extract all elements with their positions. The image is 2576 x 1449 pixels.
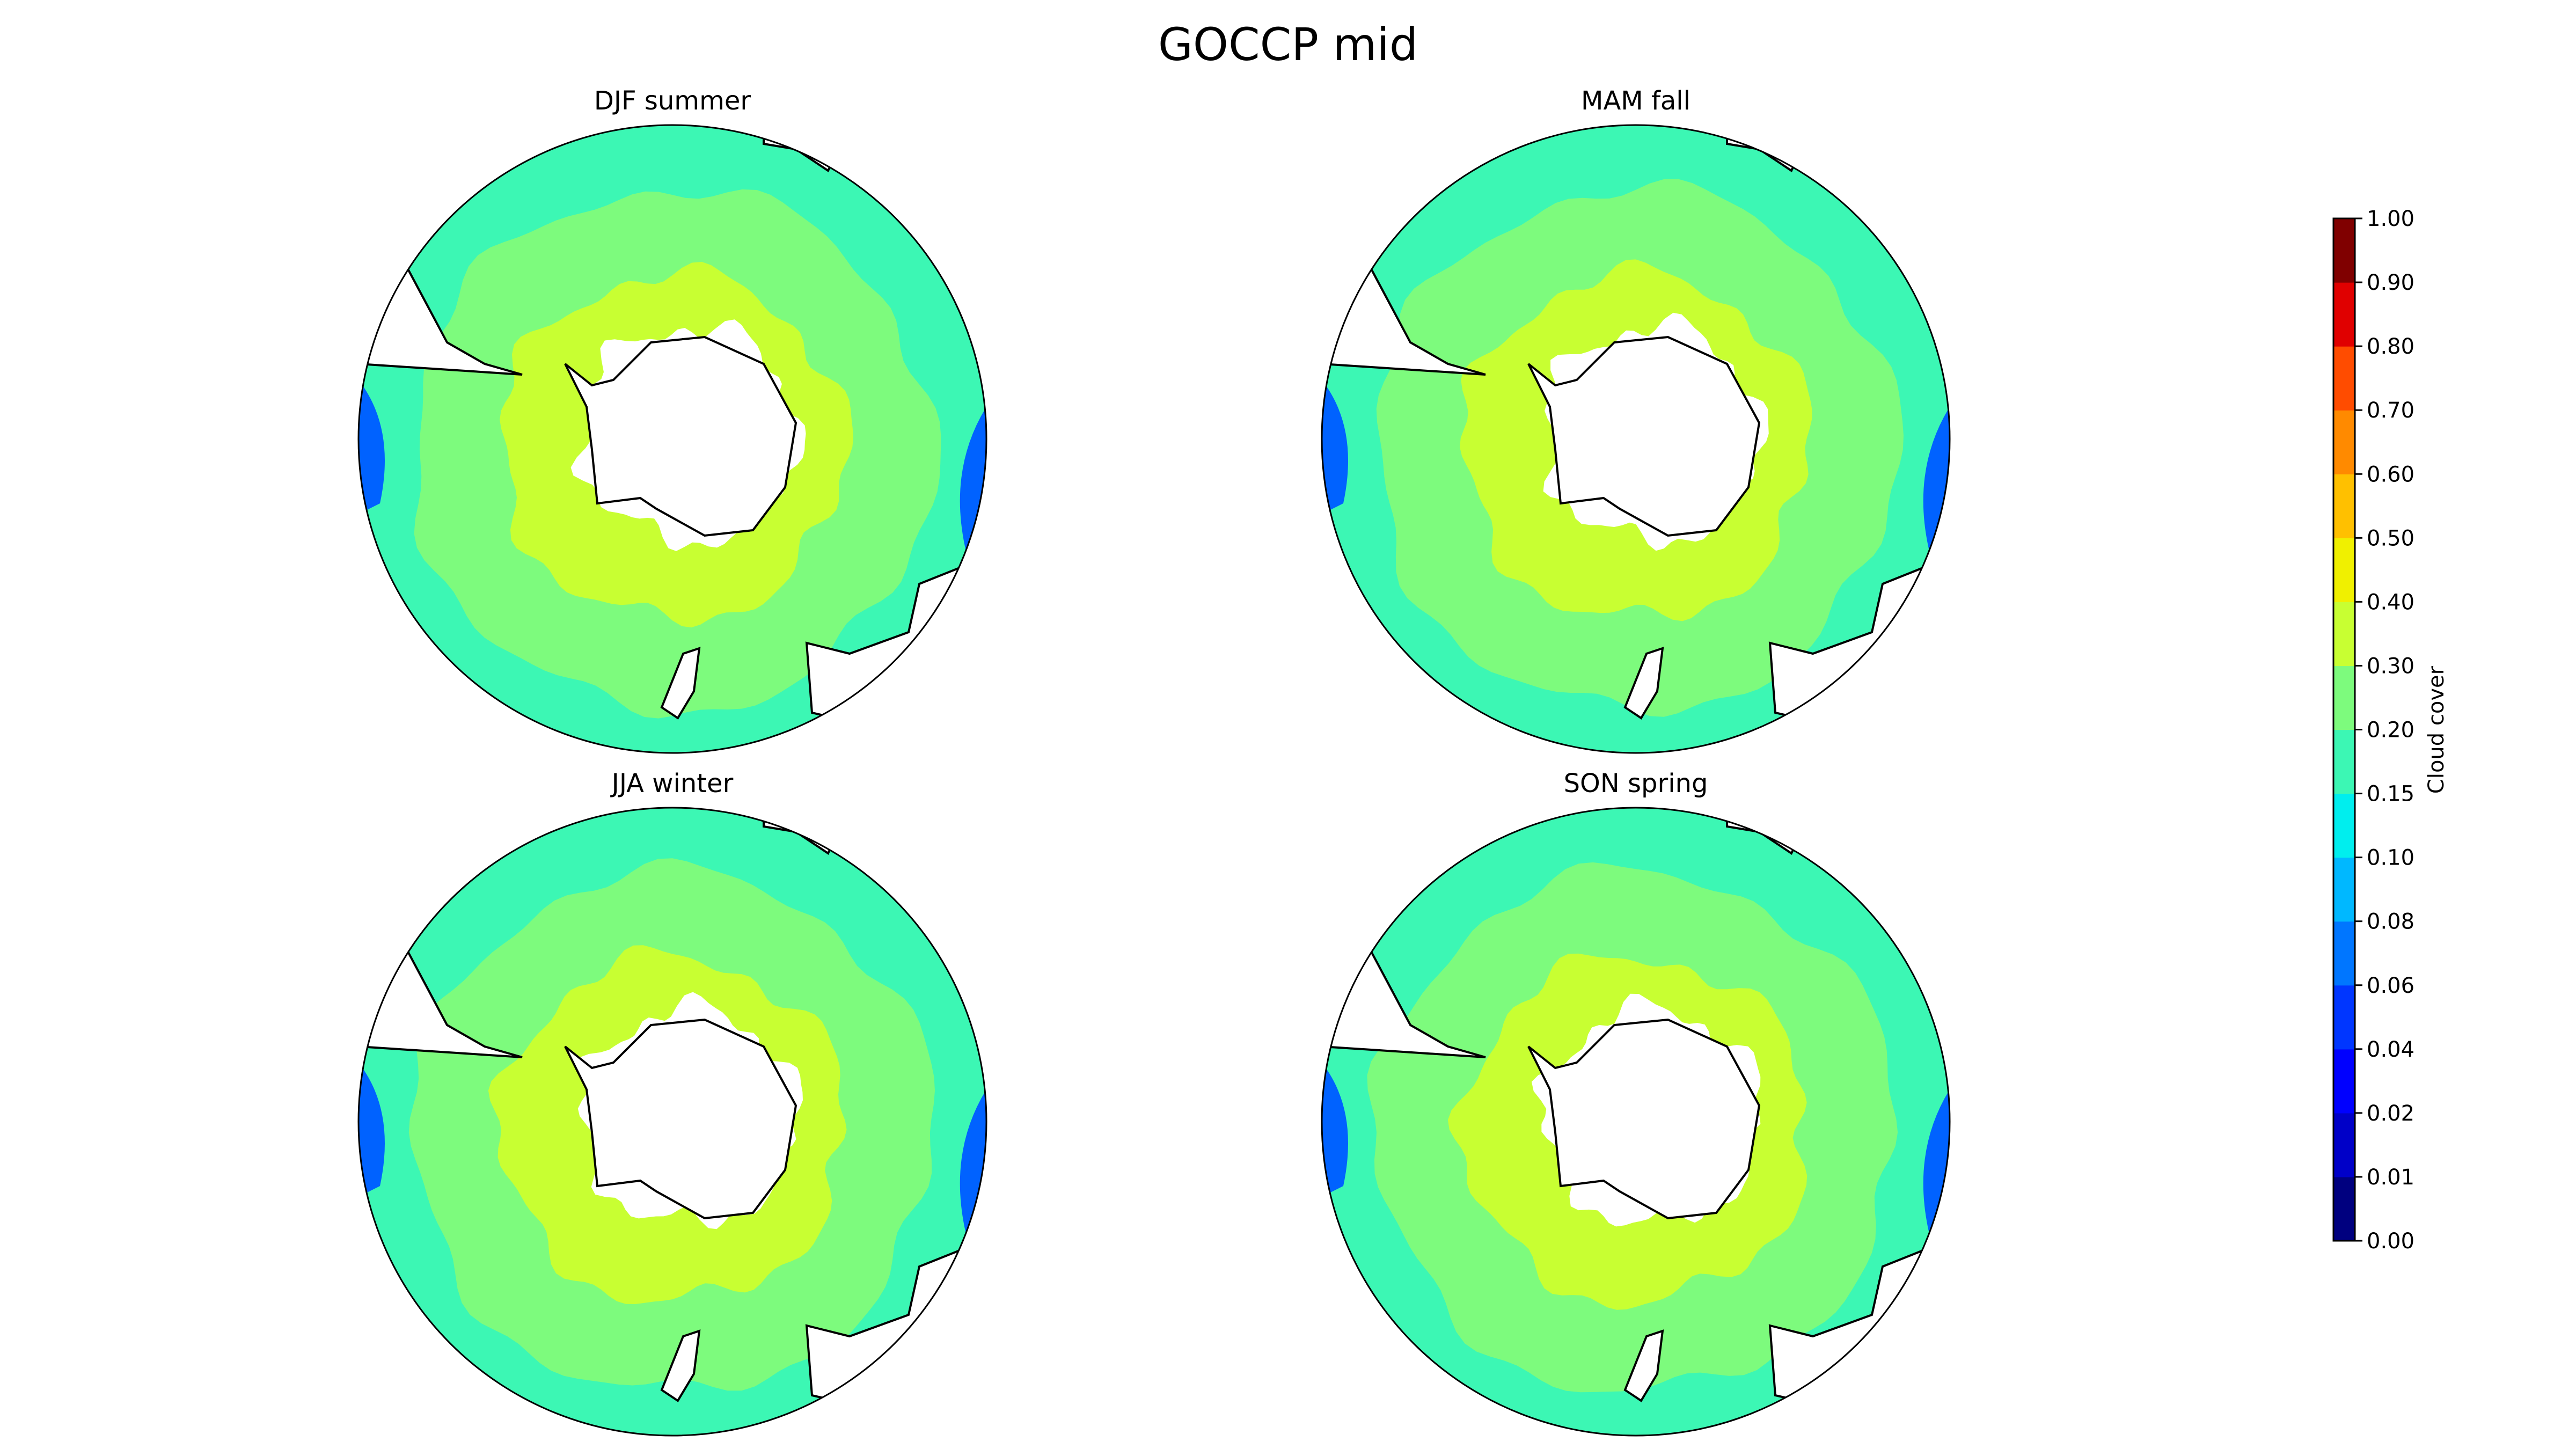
colorbar-segment xyxy=(2333,858,2355,922)
colorbar-segment xyxy=(2333,346,2355,411)
colorbar-tick-label: 0.02 xyxy=(2367,1101,2414,1126)
colorbar-tick-label: 0.01 xyxy=(2367,1165,2414,1190)
colorbar-tick-label: 0.70 xyxy=(2367,398,2414,423)
colorbar-segment xyxy=(2333,410,2355,474)
colorbar-tick-label: 0.00 xyxy=(2367,1229,2414,1254)
colorbar-segment xyxy=(2333,665,2355,730)
colorbar-segment xyxy=(2333,1049,2355,1114)
colorbar-segment xyxy=(2333,218,2355,283)
colorbar-tick-label: 0.08 xyxy=(2367,910,2414,934)
colorbar-segment xyxy=(2333,985,2355,1050)
colorbar-tick-label: 0.20 xyxy=(2367,718,2414,743)
colorbar-tick-label: 0.04 xyxy=(2367,1037,2414,1062)
colorbar-label: Cloud cover xyxy=(2424,666,2449,794)
colorbar-tick-label: 0.30 xyxy=(2367,654,2414,678)
colorbar-segment xyxy=(2333,1177,2355,1241)
colorbar-segment xyxy=(2333,474,2355,538)
colorbar-segment xyxy=(2333,282,2355,347)
colorbar-tick-label: 0.06 xyxy=(2367,974,2414,998)
colorbar-segment xyxy=(2333,730,2355,794)
colorbar-segment xyxy=(2333,602,2355,666)
colorbar-tick-label: 1.00 xyxy=(2367,207,2414,231)
colorbar-tick-label: 0.50 xyxy=(2367,526,2414,551)
colorbar-segment xyxy=(2333,794,2355,858)
colorbar-segment xyxy=(2333,538,2355,602)
colorbar-tick-label: 0.10 xyxy=(2367,846,2414,870)
colorbar-tick-label: 0.90 xyxy=(2367,270,2414,295)
colorbar-segment xyxy=(2333,921,2355,986)
colorbar-segment xyxy=(2333,1113,2355,1177)
colorbar-tick-label: 0.60 xyxy=(2367,462,2414,487)
colorbar-tick-label: 0.40 xyxy=(2367,590,2414,614)
colorbar-tick-label: 0.15 xyxy=(2367,782,2414,807)
colorbar-tick-label: 0.80 xyxy=(2367,334,2414,359)
